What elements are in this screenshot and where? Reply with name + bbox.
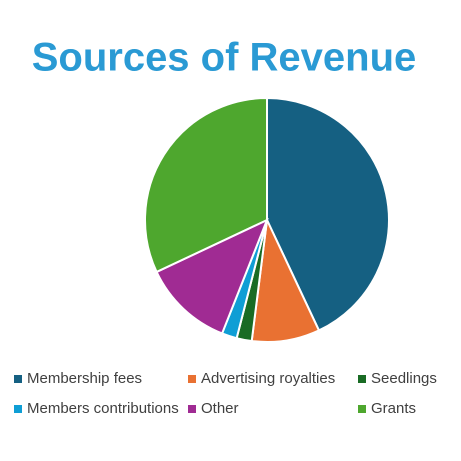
pie-slice: [155, 218, 269, 335]
legend-swatch: [358, 405, 366, 413]
chart-title: Sources of Revenue: [32, 36, 417, 80]
legend-label: Members contributions: [27, 400, 179, 417]
legend-swatch: [14, 375, 22, 383]
legend-label: Seedlings: [371, 370, 437, 387]
pie-slice: [144, 96, 268, 274]
pie-slice: [266, 96, 390, 332]
legend-swatch: [188, 375, 196, 383]
legend-label: Other: [201, 400, 239, 417]
legend-swatch: [188, 405, 196, 413]
legend-label: Advertising royalties: [201, 370, 335, 387]
legend-swatch: [358, 375, 366, 383]
legend-swatch: [14, 405, 22, 413]
legend-label: Grants: [371, 400, 416, 417]
legend-label: Membership fees: [27, 370, 142, 387]
